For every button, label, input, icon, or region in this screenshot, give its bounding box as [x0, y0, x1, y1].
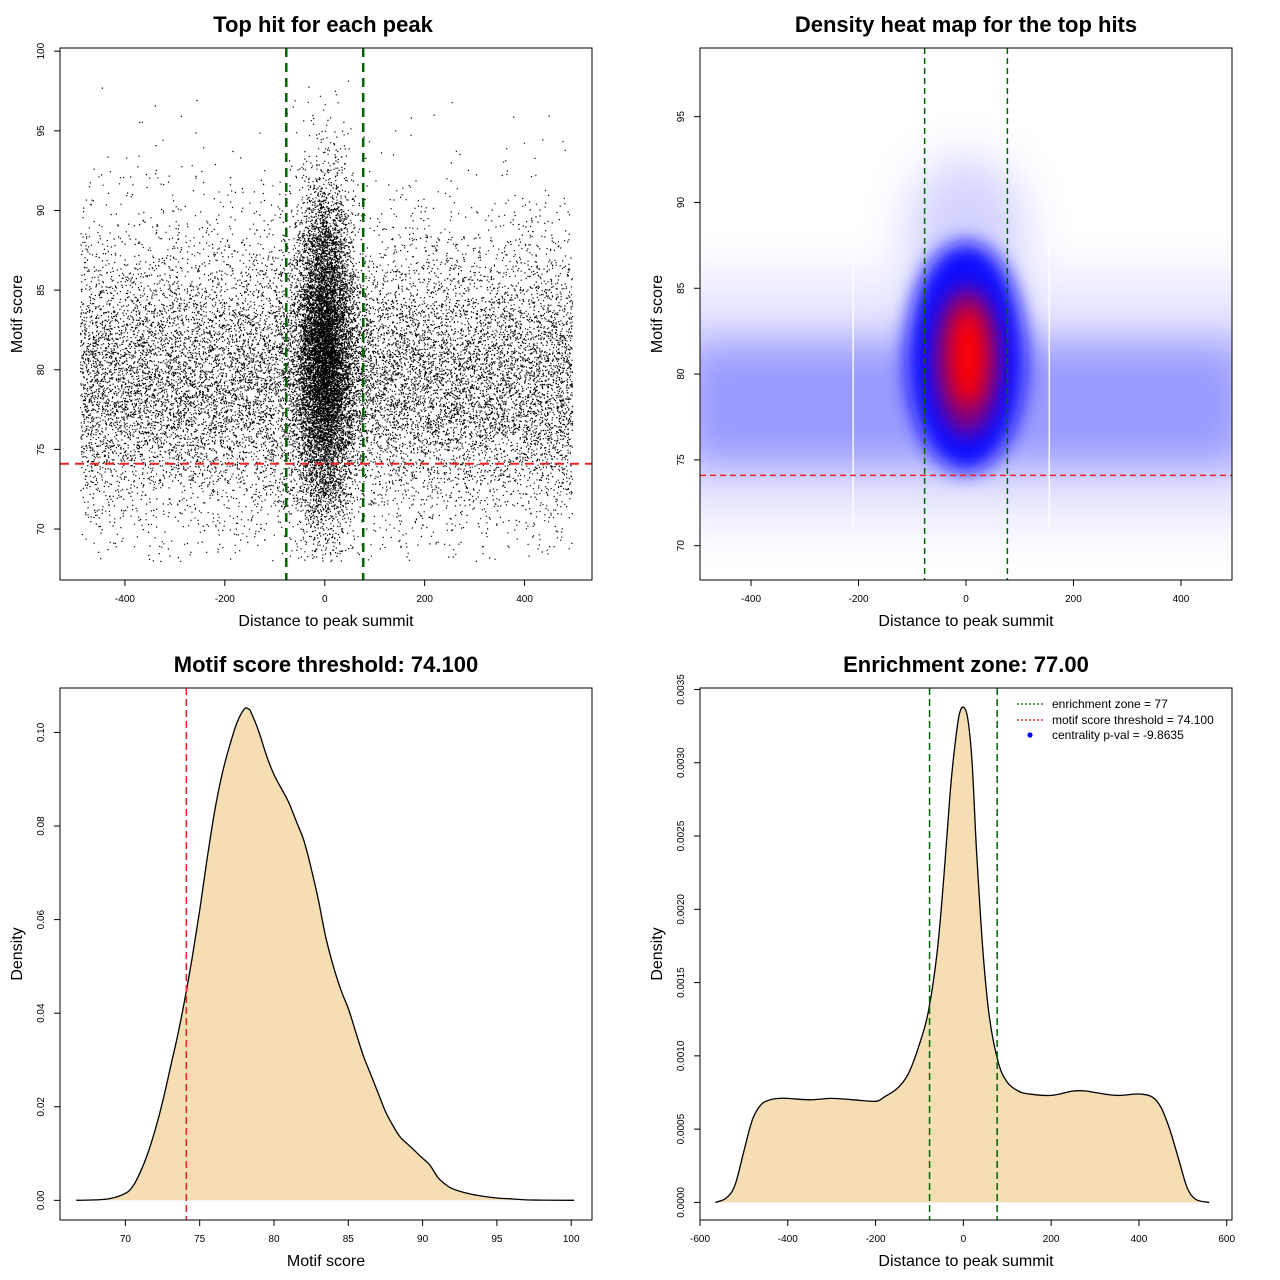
heatmap-y-tick-label: 85 [676, 282, 687, 294]
score-density-curve [76, 707, 575, 1201]
scatter-plot-frame [59, 47, 593, 581]
scatter-y-axis-label: Motif score [9, 275, 26, 353]
distance-density-y-tick-label: 0.0020 [676, 894, 687, 925]
scatter-points [80, 80, 574, 562]
scatter-y-tick-label: 80 [36, 364, 47, 376]
distance-density-x-tick-label: -600 [690, 1234, 710, 1245]
score-density-title: Motif score threshold: 74.100 [174, 652, 478, 677]
scatter-ticks: -400 -200 0 200 400 70 75 80 85 90 95 100 [36, 42, 533, 605]
score-density-x-tick-label: 75 [194, 1234, 206, 1245]
distance-density-plot-frame [699, 687, 1233, 1221]
score-density-x-axis-label: Motif score [287, 1253, 365, 1270]
score-density-y-tick-label: 0.06 [36, 909, 47, 929]
distance-density-ticks: -600 -400 -200 0 200 400 600 0.0000 0.0005 0.0010… [676, 674, 1236, 1245]
distance-density-legend: enrichment zone = 77 motif score thresho… [1017, 697, 1214, 742]
legend-threshold-label: motif score threshold = 74.100 [1052, 713, 1214, 727]
score-density-y-tick-label: 0.00 [36, 1190, 47, 1210]
heatmap-y-axis-label: Motif score [649, 275, 666, 353]
distance-density-curve [715, 706, 1210, 1204]
scatter-y-tick-label: 90 [36, 204, 47, 216]
scatter-x-tick-label: -200 [215, 594, 235, 605]
distance-density-x-tick-label: 600 [1218, 1234, 1235, 1245]
scatter-y-tick-label: 100 [36, 42, 47, 59]
distance-density-x-tick-label: 200 [1043, 1234, 1060, 1245]
scatter-x-tick-label: 400 [516, 594, 533, 605]
heatmap-panel: Density heat map for the top hits Distan… [649, 12, 1233, 630]
heatmap-y-tick-label: 95 [676, 111, 687, 123]
scatter-reference-lines [60, 48, 592, 580]
heatmap-ticks: -400 -200 0 200 400 70 75 80 85 90 95 [676, 111, 1190, 605]
scatter-x-axis-label: Distance to peak summit [238, 613, 414, 630]
score-density-x-tick-label: 80 [268, 1234, 280, 1245]
scatter-y-tick-label: 75 [36, 443, 47, 455]
distance-density-area [715, 707, 1210, 1203]
distance-density-y-tick-label: 0.0035 [676, 674, 687, 705]
score-density-plot-frame [59, 687, 593, 1221]
scatter-y-tick-label: 85 [36, 284, 47, 296]
score-density-x-tick-label: 70 [120, 1234, 132, 1245]
legend-enrichment-zone-label: enrichment zone = 77 [1052, 697, 1168, 711]
distance-density-marks [715, 706, 1210, 1204]
heatmap-plot-frame [699, 47, 1233, 581]
heatmap-x-tick-label: 0 [963, 594, 969, 605]
distance-density-y-tick-label: 0.0010 [676, 1040, 687, 1071]
distance-density-y-tick-label: 0.0005 [676, 1113, 687, 1144]
score-density-marks [76, 707, 575, 1201]
distance-density-panel: Enrichment zone: 77.00 Distance to peak … [649, 652, 1236, 1270]
legend-centrality-label: centrality p-val = -9.8635 [1052, 728, 1184, 742]
distance-density-x-axis-label: Distance to peak summit [878, 1253, 1054, 1270]
scatter-x-tick-label: 0 [322, 594, 328, 605]
score-density-panel: Motif score threshold: 74.100 Motif scor… [9, 652, 593, 1270]
distance-density-x-tick-label: -400 [778, 1234, 798, 1245]
distance-density-x-tick-label: 400 [1131, 1234, 1148, 1245]
scatter-title: Top hit for each peak [213, 12, 433, 37]
score-density-ticks: 70 75 80 85 90 95 100 0.00 0.02 0.04 0.06 0.08 0.10 [36, 722, 580, 1245]
heatmap-reference-lines [700, 48, 1232, 580]
distance-density-title: Enrichment zone: 77.00 [843, 652, 1089, 677]
heatmap-x-tick-label: -200 [849, 594, 869, 605]
scatter-x-tick-label: -400 [115, 594, 135, 605]
heatmap-y-tick-label: 70 [676, 540, 687, 552]
score-density-x-tick-label: 85 [343, 1234, 355, 1245]
heatmap-core-red [950, 306, 986, 407]
score-density-x-tick-label: 95 [491, 1234, 503, 1245]
score-density-y-axis-label: Density [9, 927, 26, 980]
scatter-marks [80, 80, 574, 562]
score-density-y-tick-label: 0.08 [36, 816, 47, 836]
legend-centrality-point [1027, 732, 1033, 738]
distance-density-y-tick-label: 0.0030 [676, 747, 687, 778]
score-density-x-tick-label: 90 [417, 1234, 429, 1245]
distance-density-reference-lines [928, 688, 998, 1220]
distance-density-y-tick-label: 0.0015 [676, 967, 687, 998]
score-density-y-tick-label: 0.02 [36, 1097, 47, 1117]
scatter-y-tick-label: 95 [36, 125, 47, 137]
heatmap-density-field [700, 156, 1232, 529]
distance-density-x-tick-label: -200 [866, 1234, 886, 1245]
heatmap-title: Density heat map for the top hits [795, 12, 1137, 37]
heatmap-x-tick-label: 400 [1173, 594, 1190, 605]
distance-density-x-tick-label: 0 [961, 1234, 967, 1245]
heatmap-y-tick-label: 90 [676, 196, 687, 208]
heatmap-x-tick-label: 200 [1065, 594, 1082, 605]
heatmap-y-tick-label: 80 [676, 368, 687, 380]
scatter-y-tick-label: 70 [36, 523, 47, 535]
score-density-y-tick-label: 0.10 [36, 722, 47, 742]
score-density-y-tick-label: 0.04 [36, 1003, 47, 1023]
heatmap-y-tick-label: 75 [676, 454, 687, 466]
scatter-panel: Top hit for each peak Distance to peak s… [9, 12, 593, 630]
heatmap-marks [700, 156, 1232, 529]
distance-density-y-axis-label: Density [649, 927, 666, 980]
heatmap-x-axis-label: Distance to peak summit [878, 613, 1054, 630]
score-density-area [76, 707, 575, 1201]
distance-density-y-tick-label: 0.0000 [676, 1187, 687, 1218]
score-density-x-tick-label: 100 [563, 1234, 580, 1245]
distance-density-y-tick-label: 0.0025 [676, 820, 687, 851]
heatmap-x-tick-label: -400 [741, 594, 761, 605]
scatter-x-tick-label: 200 [416, 594, 433, 605]
